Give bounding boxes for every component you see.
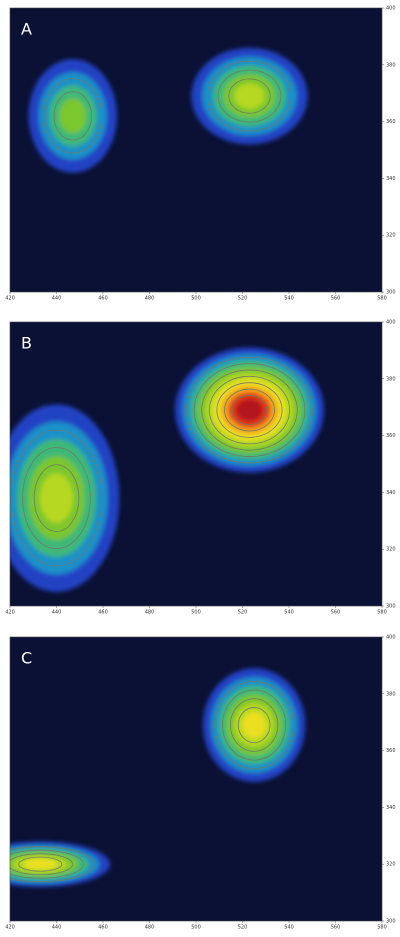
contour-level — [234, 83, 265, 109]
contour-line — [18, 856, 63, 872]
x-tick-label: 460 — [98, 610, 108, 616]
contour-line — [222, 689, 287, 761]
contour-line — [237, 707, 271, 744]
x-tick-label: 560 — [331, 610, 341, 616]
y-tick-label: 360 — [386, 748, 396, 754]
x-tick-label: 520 — [238, 296, 248, 302]
plot-area — [28, 47, 308, 173]
x-tick-label: 440 — [52, 925, 62, 931]
contour-line — [10, 853, 73, 876]
y-tick-label: 360 — [386, 433, 396, 439]
x-tick-label: 480 — [145, 610, 155, 616]
x-tick-label: 560 — [331, 296, 341, 302]
contour-line — [208, 375, 291, 445]
x-tick-label: 480 — [145, 296, 155, 302]
contour-line — [43, 78, 103, 154]
y-tick-label: 320 — [386, 233, 396, 239]
contour-line — [201, 369, 298, 451]
contour-line — [214, 680, 294, 770]
y-tick-label: 320 — [386, 862, 396, 868]
x-tick-label: 580 — [377, 296, 387, 302]
x-tick-label: 420 — [5, 296, 15, 302]
contour-line — [22, 447, 91, 550]
peak-fill — [191, 47, 308, 145]
x-tick-label: 420 — [5, 925, 15, 931]
x-tick-label: 540 — [284, 296, 294, 302]
x-tick-label: 460 — [98, 925, 108, 931]
peak — [191, 47, 308, 145]
x-tick-label: 540 — [284, 925, 294, 931]
contour-line — [33, 464, 80, 532]
contour-line — [186, 356, 313, 464]
panel-label: C — [21, 649, 32, 668]
x-tick-label: 420 — [5, 610, 15, 616]
y-tick-label: 300 — [386, 604, 396, 610]
peak-fill — [10, 841, 110, 887]
x-tick-label: 440 — [52, 296, 62, 302]
contour-line — [216, 382, 283, 438]
y-tick-label: 400 — [386, 635, 396, 641]
x-tick-label: 500 — [191, 296, 201, 302]
contour-line — [231, 395, 268, 426]
contour-level — [235, 398, 264, 422]
x-tick-label: 580 — [377, 925, 387, 931]
y-tick-label: 400 — [386, 6, 396, 12]
contour-line — [10, 429, 103, 567]
plot-area — [10, 347, 324, 592]
y-tick-label: 360 — [386, 119, 396, 125]
peak-fill — [202, 668, 306, 782]
contour-level — [39, 473, 74, 523]
y-tick-label: 400 — [386, 320, 396, 326]
x-tick-label: 520 — [238, 610, 248, 616]
contour-line — [224, 388, 275, 432]
x-tick-label: 500 — [191, 925, 201, 931]
x-tick-label: 460 — [98, 296, 108, 302]
contour-line — [230, 698, 279, 752]
x-tick-label: 540 — [284, 610, 294, 616]
y-tick-label: 380 — [386, 376, 396, 382]
contour-line — [53, 91, 92, 141]
contour-line — [228, 78, 271, 114]
plot-area — [10, 668, 306, 887]
panel-label: B — [21, 334, 32, 353]
peak-fill — [175, 347, 324, 473]
x-tick-label: 560 — [331, 925, 341, 931]
y-tick-label: 380 — [386, 62, 396, 68]
x-tick-label: 500 — [191, 610, 201, 616]
y-tick-label: 340 — [386, 805, 396, 811]
peak — [10, 841, 110, 887]
y-tick-label: 340 — [386, 176, 396, 182]
contour-line — [206, 60, 292, 132]
peak — [202, 668, 306, 782]
contour-level — [242, 711, 267, 739]
x-tick-label: 440 — [52, 610, 62, 616]
y-tick-label: 340 — [386, 490, 396, 496]
y-tick-label: 320 — [386, 547, 396, 553]
peak-fill — [28, 59, 117, 173]
contour-level — [23, 858, 57, 870]
y-tick-label: 300 — [386, 919, 396, 925]
peak — [175, 347, 324, 473]
peak — [10, 404, 120, 592]
x-tick-label: 580 — [377, 610, 387, 616]
contour-line — [193, 363, 306, 457]
x-tick-label: 480 — [145, 925, 155, 931]
y-tick-label: 380 — [386, 691, 396, 697]
peak — [28, 59, 117, 173]
contour-line — [10, 849, 84, 879]
contour-level — [59, 98, 87, 134]
x-tick-label: 520 — [238, 925, 248, 931]
contour-line — [217, 69, 282, 123]
panel-label: A — [21, 20, 32, 39]
y-tick-label: 300 — [386, 290, 396, 296]
contour-line — [10, 846, 95, 883]
